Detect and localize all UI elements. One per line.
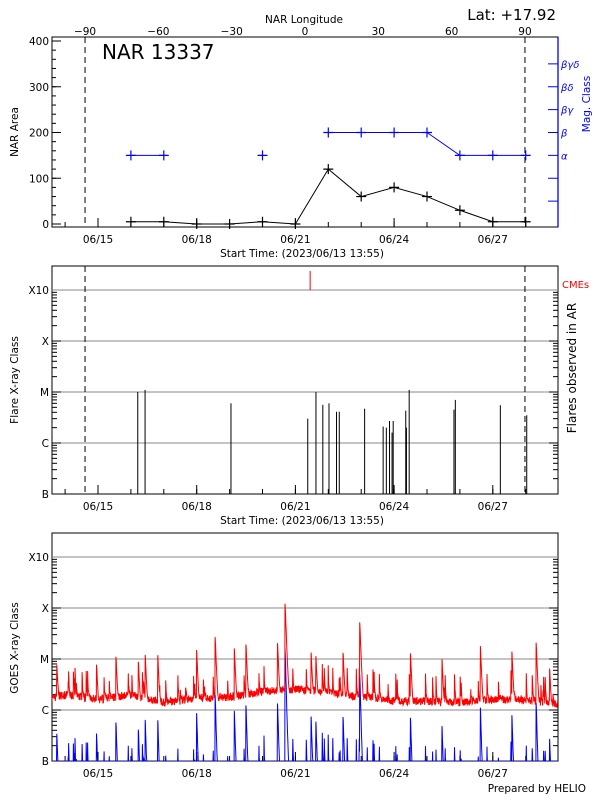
x-tick-label: 06/15 <box>83 234 113 246</box>
plot-frame <box>51 36 559 228</box>
goes-short-channel-line <box>52 648 558 761</box>
y-tick-label: 100 <box>29 173 49 185</box>
area-line <box>130 168 526 225</box>
mag-class-point <box>125 150 136 161</box>
y-axis-title: NAR Area <box>9 107 21 157</box>
longitude-tick-label: −30 <box>221 26 243 38</box>
area-point <box>125 216 136 227</box>
mag-class-label: α <box>561 151 568 162</box>
x-tick-label: 06/15 <box>83 501 113 513</box>
x-tick-label: 06/15 <box>83 768 113 780</box>
flare-panel: Flare X-ray Class Flares observed in AR … <box>9 265 589 527</box>
area-point <box>191 219 202 229</box>
area-point <box>323 164 334 175</box>
longitude-tick-label: −90 <box>74 26 96 38</box>
mag-class-point <box>487 150 498 161</box>
x-tick-label: 06/27 <box>478 768 508 780</box>
plot-frame <box>51 265 559 495</box>
plot-frame <box>51 532 559 762</box>
longitude-tick-label: 90 <box>518 26 531 38</box>
y-tick-label: C <box>42 438 49 450</box>
x-tick-label: 06/21 <box>280 501 310 513</box>
top-axis-title: NAR Longitude <box>265 14 343 26</box>
x-tick-label: 06/24 <box>379 768 410 780</box>
y-tick-label: 400 <box>29 36 49 48</box>
longitude-tick-label: −60 <box>147 26 169 38</box>
y2-axis-title: Mag. Class <box>581 76 593 132</box>
x-tick-label: 06/27 <box>478 501 508 513</box>
x-tick-label: 06/27 <box>478 234 508 246</box>
area-point <box>356 191 367 202</box>
y-tick-label: B <box>42 756 49 768</box>
y-tick-label: X10 <box>28 285 49 297</box>
mag-class-point <box>323 127 334 138</box>
area-point <box>224 219 235 229</box>
y-axis-title: Flare X-ray Class <box>9 336 21 424</box>
nar-title: NAR 13337 <box>102 40 215 64</box>
area-point <box>520 216 531 227</box>
longitude-tick-label: 0 <box>302 26 309 38</box>
y2-axis-title: Flares observed in AR <box>565 303 579 433</box>
area-point <box>290 219 301 229</box>
y-tick-label: B <box>42 489 49 501</box>
area-point <box>389 182 400 193</box>
mag-class-label: βδ <box>560 83 574 94</box>
longitude-axis: −90 −60 −30 0 30 60 90 <box>74 26 532 38</box>
y-tick-label: 200 <box>29 128 49 140</box>
mag-class-point <box>422 127 432 138</box>
y-tick-label: X <box>42 336 49 348</box>
x-tick-label: 06/21 <box>280 234 310 246</box>
y-tick-label: C <box>42 705 49 717</box>
x-tick-label: 06/18 <box>182 768 212 780</box>
y-tick-label: M <box>40 654 49 666</box>
area-point <box>257 216 268 227</box>
longitude-tick-label: 60 <box>445 26 458 38</box>
mag-class-point <box>520 150 531 161</box>
mag-class-point <box>257 150 268 161</box>
footer-credit: Prepared by HELIO <box>488 783 586 795</box>
area-point <box>158 216 169 227</box>
y-tick-label: 300 <box>29 82 49 94</box>
mag-class-point <box>356 127 367 138</box>
lat-label: Lat: +17.92 <box>467 6 556 24</box>
goes-panel: GOES X-ray Class Prepared by HELIO 06/15… <box>9 532 586 795</box>
mag-class-label: βγδ <box>560 60 579 71</box>
area-point <box>454 205 465 216</box>
mag-class-label: β <box>560 129 568 140</box>
area-point <box>487 216 498 227</box>
nar-area-panel: Lat: +17.92 NAR Longitude −90 −60 −30 0 30 60… <box>9 6 593 260</box>
mag-class-label: βγ <box>560 106 574 117</box>
x-tick-label: 06/21 <box>280 768 310 780</box>
y-tick-label: 0 <box>42 219 49 231</box>
x-tick-label: 06/24 <box>379 501 410 513</box>
x-tick-label: 06/24 <box>379 234 410 246</box>
x-tick-label: 06/18 <box>182 501 212 513</box>
y-tick-label: X <box>42 603 49 615</box>
y-axis-title: GOES X-ray Class <box>9 602 21 693</box>
x-tick-label: 06/18 <box>182 234 212 246</box>
mag-class-point <box>454 150 465 161</box>
longitude-tick-label: 30 <box>372 26 385 38</box>
y-tick-label: M <box>40 387 49 399</box>
y-tick-label: X10 <box>28 552 49 564</box>
mag-class-line <box>426 132 461 156</box>
cme-label: CMEs <box>562 280 589 291</box>
mag-class-point <box>389 127 400 138</box>
x-axis-title: Start Time: (2023/06/13 13:55) <box>220 515 384 527</box>
mag-class-point <box>158 150 169 161</box>
x-axis-title: Start Time: (2023/06/13 13:55) <box>220 248 384 260</box>
goes-long-channel-line <box>52 603 558 708</box>
area-point <box>422 191 432 202</box>
